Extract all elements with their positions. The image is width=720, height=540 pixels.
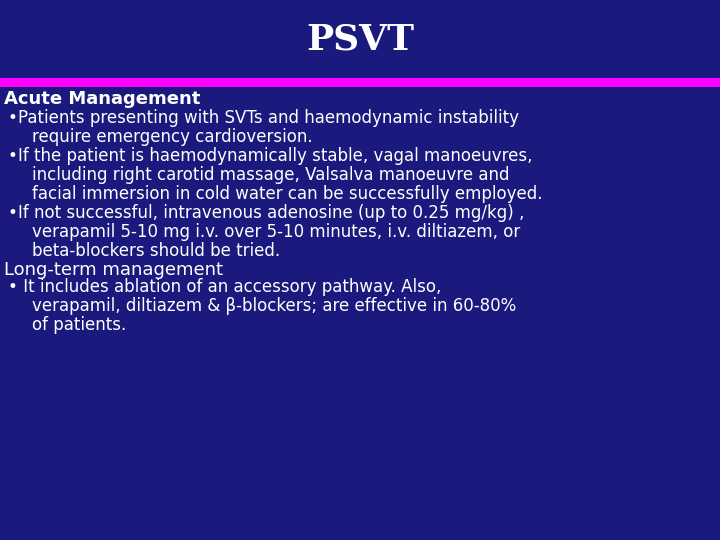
Text: Long-term management: Long-term management bbox=[4, 261, 223, 279]
Text: verapamil 5-10 mg i.v. over 5-10 minutes, i.v. diltiazem, or: verapamil 5-10 mg i.v. over 5-10 minutes… bbox=[32, 223, 521, 241]
Text: •: • bbox=[8, 109, 18, 127]
Text: Patients presenting with SVTs and haemodynamic instability: Patients presenting with SVTs and haemod… bbox=[18, 109, 519, 127]
Bar bbox=[0, 0, 720, 78]
Text: •: • bbox=[8, 278, 18, 296]
Text: Acute Management: Acute Management bbox=[4, 90, 200, 108]
Text: beta-blockers should be tried.: beta-blockers should be tried. bbox=[32, 242, 280, 260]
Text: of patients.: of patients. bbox=[32, 316, 126, 334]
Text: If not successful, intravenous adenosine (up to 0.25 mg/kg) ,: If not successful, intravenous adenosine… bbox=[18, 204, 524, 222]
Text: PSVT: PSVT bbox=[306, 22, 414, 56]
Text: It includes ablation of an accessory pathway. Also,: It includes ablation of an accessory pat… bbox=[18, 278, 441, 296]
Text: •: • bbox=[8, 204, 18, 222]
Bar bbox=[0, 78, 720, 87]
Text: verapamil, diltiazem & β-blockers; are effective in 60-80%: verapamil, diltiazem & β-blockers; are e… bbox=[32, 297, 516, 315]
Text: require emergency cardioversion.: require emergency cardioversion. bbox=[32, 128, 312, 146]
Text: •: • bbox=[8, 147, 18, 165]
Text: facial immersion in cold water can be successfully employed.: facial immersion in cold water can be su… bbox=[32, 185, 542, 203]
Text: If the patient is haemodynamically stable, vagal manoeuvres,: If the patient is haemodynamically stabl… bbox=[18, 147, 533, 165]
Text: including right carotid massage, Valsalva manoeuvre and: including right carotid massage, Valsalv… bbox=[32, 166, 510, 184]
